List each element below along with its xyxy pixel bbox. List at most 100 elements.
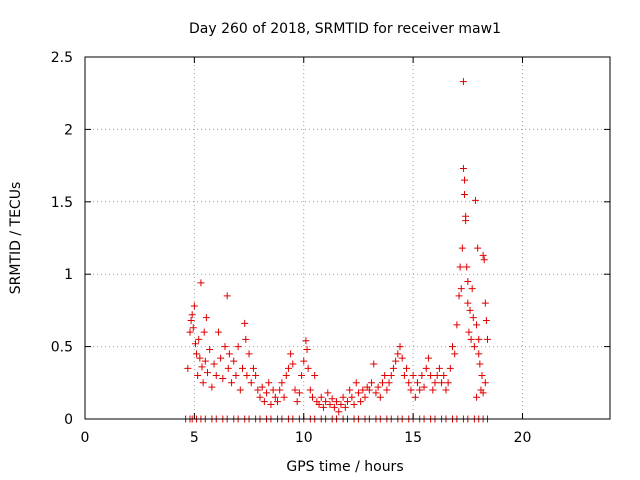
data-point xyxy=(427,372,435,380)
data-point xyxy=(315,401,323,409)
data-point xyxy=(232,372,240,380)
data-point xyxy=(300,357,308,365)
data-point xyxy=(196,354,204,362)
data-point xyxy=(407,386,415,394)
data-point xyxy=(326,401,334,409)
data-point xyxy=(304,364,312,372)
data-point xyxy=(357,398,365,406)
data-point xyxy=(459,78,467,86)
data-point xyxy=(223,292,231,300)
data-point xyxy=(293,398,301,406)
data-point xyxy=(442,386,450,394)
data-point xyxy=(346,386,354,394)
x-tick-label: 15 xyxy=(404,430,422,446)
data-point xyxy=(429,386,437,394)
data-point xyxy=(206,345,214,353)
data-point xyxy=(341,403,349,411)
data-point xyxy=(409,372,417,380)
data-point xyxy=(311,372,319,380)
data-point xyxy=(361,393,369,401)
data-point xyxy=(291,386,299,394)
data-point xyxy=(278,379,286,387)
data-point xyxy=(202,314,210,322)
data-point xyxy=(339,393,347,401)
data-point xyxy=(376,393,384,401)
data-point xyxy=(416,386,424,394)
data-point xyxy=(456,263,464,271)
x-tick-label: 5 xyxy=(190,430,199,446)
data-point xyxy=(317,393,325,401)
data-point xyxy=(461,191,469,199)
grid xyxy=(85,57,610,419)
data-point xyxy=(422,364,430,372)
data-point xyxy=(470,343,478,351)
data-point xyxy=(245,350,253,358)
data-point xyxy=(475,335,483,343)
data-point xyxy=(348,393,356,401)
data-point xyxy=(191,340,199,348)
data-point xyxy=(418,372,426,380)
data-point xyxy=(241,319,249,327)
data-point xyxy=(379,379,386,387)
data-point xyxy=(328,395,336,403)
data-point xyxy=(200,328,208,336)
data-point xyxy=(204,369,211,377)
data-point xyxy=(451,350,459,358)
data-point xyxy=(481,379,489,387)
data-point xyxy=(224,364,232,372)
data-point xyxy=(280,393,288,401)
data-point xyxy=(230,357,238,365)
data-point xyxy=(350,401,358,409)
data-point xyxy=(411,393,419,401)
data-point xyxy=(188,311,196,319)
data-point xyxy=(198,363,206,371)
data-point xyxy=(247,379,255,387)
data-point xyxy=(453,321,461,329)
y-tick-label: 2 xyxy=(64,122,73,138)
data-point xyxy=(457,285,465,293)
data-point xyxy=(274,398,281,406)
data-point xyxy=(295,389,303,397)
data-point xyxy=(383,386,391,394)
data-point xyxy=(455,292,463,300)
data-point xyxy=(370,360,378,368)
data-point xyxy=(309,393,316,401)
data-point xyxy=(258,383,266,391)
data-point xyxy=(260,398,268,406)
data-point xyxy=(479,251,487,259)
data-point xyxy=(387,372,395,380)
data-point xyxy=(190,302,198,310)
data-point xyxy=(479,389,487,397)
data-point xyxy=(475,350,483,358)
data-point xyxy=(480,256,488,264)
data-point xyxy=(324,389,332,397)
data-point xyxy=(352,379,360,387)
data-point xyxy=(449,343,456,351)
x-tick-label: 0 xyxy=(81,430,90,446)
data-point xyxy=(484,335,491,343)
y-tick-label: 1.5 xyxy=(51,195,73,211)
data-point xyxy=(478,372,486,380)
data-point xyxy=(368,379,376,387)
data-point xyxy=(392,357,400,365)
data-point xyxy=(263,389,271,397)
data-point xyxy=(468,285,476,293)
data-point xyxy=(184,364,192,372)
data-point xyxy=(201,357,209,365)
data-point xyxy=(243,372,251,380)
data-point xyxy=(302,337,310,345)
data-point xyxy=(474,244,482,252)
data-point xyxy=(249,364,257,372)
data-point xyxy=(265,379,273,387)
data-point xyxy=(482,317,490,325)
x-axis-label: GPS time / hours xyxy=(286,459,403,475)
data-point xyxy=(225,350,233,358)
data-point xyxy=(252,372,260,380)
data-point xyxy=(471,196,479,204)
data-point xyxy=(228,379,236,387)
data-point xyxy=(284,364,292,372)
data-point xyxy=(221,343,229,351)
data-point xyxy=(344,398,351,406)
